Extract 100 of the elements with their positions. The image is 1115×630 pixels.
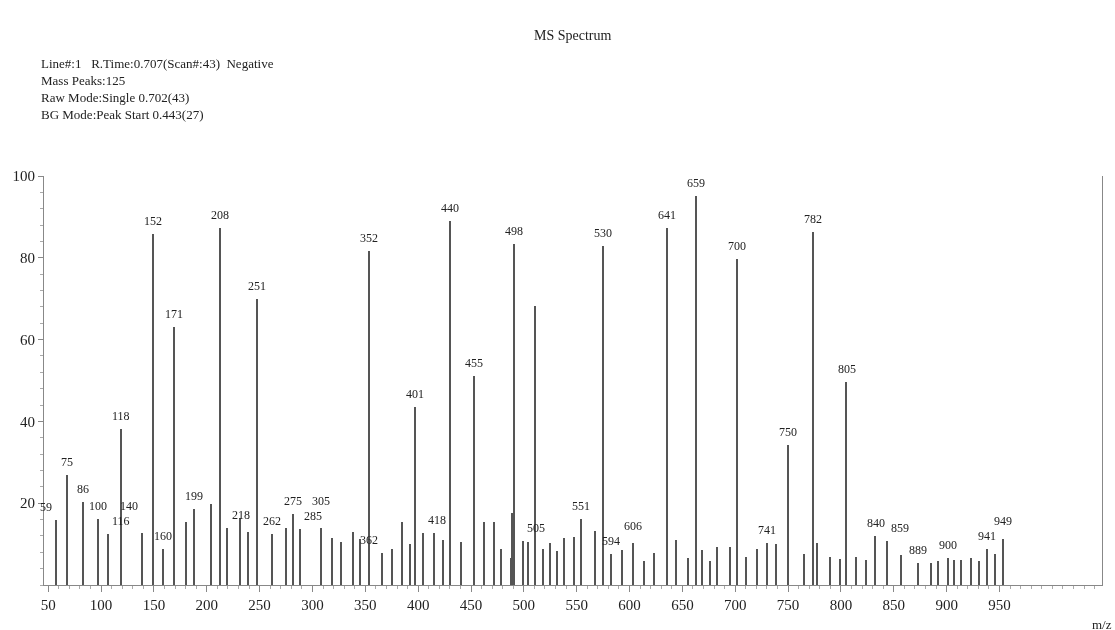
annotation: 218 (232, 508, 250, 522)
bar (594, 531, 596, 585)
bar (960, 560, 962, 585)
bar (937, 561, 939, 585)
bar (141, 533, 143, 585)
bar (716, 547, 718, 585)
bar (152, 234, 154, 585)
annotation: 86 (77, 482, 89, 496)
bar (173, 327, 175, 585)
bar (368, 251, 370, 585)
bar (766, 543, 768, 585)
annotation: 859 (891, 521, 909, 535)
annotation: 152 (144, 214, 162, 228)
bar (829, 557, 831, 585)
x-tick-label: 450 (459, 597, 483, 613)
annotation: 551 (572, 499, 590, 513)
x-tick-label: 50 (40, 597, 56, 613)
x-tick-label: 500 (512, 597, 536, 613)
bar (340, 542, 342, 585)
bar (414, 407, 416, 585)
y-tick-label: 20 (20, 495, 35, 512)
bar (953, 560, 955, 585)
bar (666, 228, 668, 585)
bar (816, 543, 818, 585)
bar (970, 558, 972, 585)
bar (449, 221, 451, 585)
x-tick-label: 200 (195, 597, 219, 613)
bar (1002, 539, 1004, 585)
bar (299, 529, 301, 585)
annotation: 641 (658, 208, 676, 222)
annotation: 606 (624, 519, 642, 533)
bar (978, 561, 980, 585)
annotation: 741 (758, 523, 776, 537)
x-tick-label: 150 (142, 597, 166, 613)
bar (359, 539, 361, 585)
annotation: 498 (505, 224, 523, 238)
y-tick-label: 60 (20, 331, 35, 348)
bar (580, 519, 582, 585)
bar (193, 509, 195, 585)
x-tick-label: 250 (248, 597, 271, 613)
bar (527, 542, 529, 585)
bar (460, 542, 462, 585)
bar (563, 538, 565, 585)
bar (729, 547, 731, 585)
bar (556, 551, 558, 585)
x-tick-label: 350 (354, 597, 377, 613)
annotation: 782 (804, 212, 822, 226)
bar (787, 445, 789, 585)
bar (442, 540, 444, 585)
bar (433, 533, 435, 585)
bar (162, 549, 164, 585)
bar (839, 559, 841, 585)
bar (900, 555, 902, 585)
bar (610, 554, 612, 585)
bar (107, 534, 109, 585)
bar (219, 228, 221, 585)
x-tick-label: 750 (776, 597, 800, 613)
chart-title: MS Spectrum (534, 28, 612, 43)
annotation: 659 (687, 176, 705, 190)
bar (522, 541, 524, 585)
bar (97, 519, 99, 585)
bar (331, 538, 333, 585)
bar (352, 532, 354, 585)
bar (500, 549, 502, 585)
bar (917, 563, 919, 585)
annotation: 700 (728, 239, 746, 253)
bar (855, 557, 857, 585)
annotation: 100 (89, 499, 107, 513)
x-tick-label: 300 (301, 597, 324, 613)
bar (292, 514, 294, 585)
bar (687, 558, 689, 585)
bar (401, 522, 403, 585)
bar (513, 244, 515, 585)
bar (120, 429, 122, 585)
annotation: 118 (112, 409, 130, 423)
bar (745, 557, 747, 585)
bar (947, 558, 949, 585)
annotation: 840 (867, 516, 885, 530)
bar (930, 563, 932, 585)
bar (709, 561, 711, 585)
bar (775, 544, 777, 585)
annotation: 440 (441, 201, 459, 215)
annotation: 418 (428, 513, 446, 527)
bar (422, 533, 424, 585)
annotation: 208 (211, 208, 229, 222)
bar (185, 522, 187, 585)
annotation: 530 (594, 226, 612, 240)
annotation: 805 (838, 362, 856, 376)
x-tick-label: 650 (671, 597, 694, 613)
bar (473, 376, 475, 585)
bar (812, 232, 814, 585)
bar (493, 522, 495, 585)
bar (736, 259, 738, 585)
annotation: 59 (40, 500, 52, 514)
x-tick-label: 400 (406, 597, 430, 613)
x-tick-label: 550 (565, 597, 588, 613)
x-tick-label: 700 (723, 597, 747, 613)
bar (632, 543, 634, 585)
y-tick-label: 100 (12, 168, 35, 185)
bar (701, 550, 703, 585)
